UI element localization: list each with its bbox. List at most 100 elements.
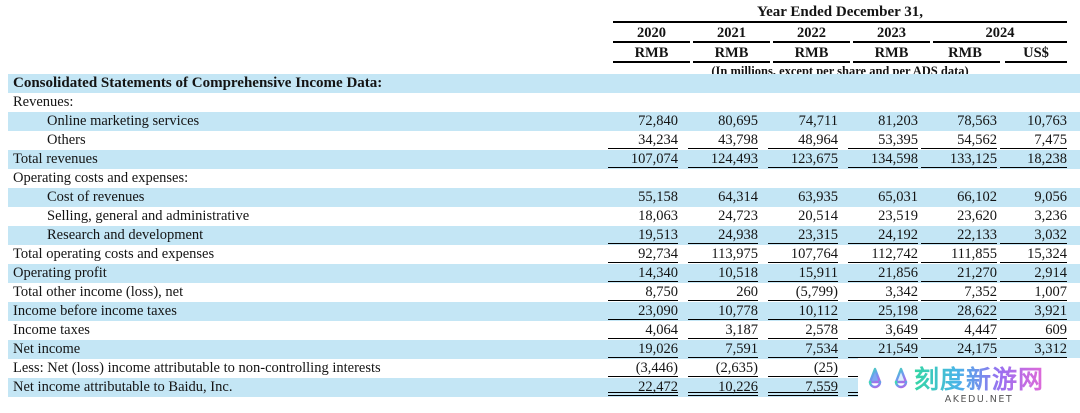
row-label: Less: Net (loss) income attributable to … <box>13 360 381 376</box>
table-cell: 19,513 <box>608 226 678 244</box>
table-cell: 54,562 <box>921 131 997 149</box>
currency-column-header: RMB <box>613 45 690 63</box>
row-label: Total revenues <box>13 151 98 167</box>
table-cell: 7,475 <box>1000 131 1067 149</box>
table-row: Net income 19,026 7,591 7,534 21,549 24,175 3,… <box>0 340 1080 359</box>
table-cell: 107,074 <box>608 150 678 168</box>
table-row: Cost of revenues 55,158 64,314 63,935 65,031… <box>0 188 1080 207</box>
table-cell: 10,778 <box>688 302 758 320</box>
table-row: Total other income (loss), net 8,750 260 (5… <box>0 283 1080 302</box>
table-row: Total operating costs and expenses 92,734… <box>0 245 1080 264</box>
table-cell: 18,063 <box>638 208 678 224</box>
table-cell: 1,007 <box>1000 283 1067 301</box>
row-label: Research and development <box>47 227 204 243</box>
table-cell: 10,112 <box>768 302 838 320</box>
table-cell: 14,340 <box>608 264 678 282</box>
table-cell: 25,198 <box>848 302 918 320</box>
table-cell: 3,236 <box>1034 208 1067 224</box>
table-cell: 81,203 <box>878 113 918 129</box>
table-row: Consolidated Statements of Comprehensive… <box>0 74 1080 93</box>
table-cell: 112,742 <box>848 245 918 263</box>
table-cell: 123,675 <box>768 150 838 168</box>
table-cell: 2,914 <box>1000 264 1067 282</box>
table-row: Revenues: <box>0 93 1080 112</box>
table-cell: 260 <box>688 283 758 301</box>
watermark-site-url: AKEDU.NET <box>944 394 1014 406</box>
table-cell: 7,352 <box>921 283 997 301</box>
table-cell: 133,125 <box>921 150 997 168</box>
table-cell: 3,342 <box>848 283 918 301</box>
table-row: Net income attributable to Baidu, Inc. 22… <box>0 378 1080 397</box>
row-label: Operating costs and expenses: <box>13 170 189 186</box>
year-column-header: 2021 <box>693 25 770 43</box>
table-cell: 19,026 <box>608 340 678 358</box>
table-cell: 21,856 <box>848 264 918 282</box>
table-row: Total revenues 107,074 124,493 123,675 134,5… <box>0 150 1080 169</box>
row-label: Operating profit <box>13 265 107 281</box>
table-cell: 22,472 <box>608 378 678 396</box>
table-cell: 24,175 <box>921 340 997 358</box>
table-cell: (3,446) <box>608 359 678 377</box>
table-cell: 21,549 <box>848 340 918 358</box>
table-row: Income before income taxes 23,090 10,778 10… <box>0 302 1080 321</box>
table-row: Online marketing services 72,840 80,695 74,… <box>0 112 1080 131</box>
row-label: Online marketing services <box>47 113 200 129</box>
table-row: Selling, general and administrative 18,06… <box>0 207 1080 226</box>
table-cell: 609 <box>1000 321 1067 339</box>
table-row: Others 34,234 43,798 48,964 53,395 54,562 7,47… <box>0 131 1080 150</box>
table-cell: 10,518 <box>688 264 758 282</box>
table-cell: 3,187 <box>688 321 758 339</box>
year-column-header: 2022 <box>773 25 850 43</box>
table-cell: 10,226 <box>688 378 758 396</box>
currency-column-header: RMB <box>773 45 850 63</box>
table-cell: 7,534 <box>768 340 838 358</box>
table-cell: 15,324 <box>1000 245 1067 263</box>
table-cell: 66,102 <box>957 189 997 205</box>
table-row: Operating profit 14,340 10,518 15,911 21,856… <box>0 264 1080 283</box>
table-cell: 53,395 <box>848 131 918 149</box>
table-cell: 4,447 <box>921 321 997 339</box>
table-cell: 3,921 <box>1000 302 1067 320</box>
table-cell: (25) <box>768 359 838 377</box>
currency-column-header: RMB <box>693 45 770 63</box>
table-cell: 134,598 <box>848 150 918 168</box>
year-column-header: 2023 <box>853 25 930 43</box>
table-cell: 8,750 <box>608 283 678 301</box>
row-label: Net income attributable to Baidu, Inc. <box>13 379 233 395</box>
table-cell: 3,032 <box>1000 226 1067 244</box>
table-cell: 111,855 <box>921 245 997 263</box>
row-label: Income before income taxes <box>13 303 177 319</box>
table-cell: (2,635) <box>688 359 758 377</box>
table-cell: 48,964 <box>768 131 838 149</box>
row-label: Cost of revenues <box>47 189 145 205</box>
table-cell: 24,938 <box>688 226 758 244</box>
year-column-header: 2020 <box>613 25 690 43</box>
table-cell: 2,578 <box>768 321 838 339</box>
watermark-site-name: 刻度新游网 <box>914 364 1045 394</box>
table-row: Operating costs and expenses: <box>0 169 1080 188</box>
table-cell: 43,798 <box>688 131 758 149</box>
table-cell: 7,559 <box>768 378 838 396</box>
table-cell: 3,312 <box>1000 340 1067 358</box>
table-cell: 72,840 <box>638 113 678 129</box>
table-cell: 124,493 <box>688 150 758 168</box>
table-cell: 3,649 <box>848 321 918 339</box>
row-label: Net income <box>13 341 81 357</box>
table-row: Income taxes 4,064 3,187 2,578 3,649 4,447 609 <box>0 321 1080 340</box>
table-row: Research and development 19,513 24,938 23,3… <box>0 226 1080 245</box>
table-cell: 24,723 <box>718 208 758 224</box>
table-cell: (5,799) <box>768 283 838 301</box>
table-cell: 65,031 <box>878 189 918 205</box>
row-label: Total other income (loss), net <box>13 284 184 300</box>
row-label: Revenues: <box>13 94 74 110</box>
table-cell: 18,238 <box>1000 150 1067 168</box>
year-column-header: 2024 <box>933 25 1067 43</box>
table-cell: 74,711 <box>798 113 838 129</box>
table-cell: 22,133 <box>921 226 997 244</box>
row-label: Income taxes <box>13 322 90 338</box>
table-cell: 23,519 <box>878 208 918 224</box>
table-cell: 4,064 <box>608 321 678 339</box>
table-cell: 7,591 <box>688 340 758 358</box>
row-label: Others <box>47 132 86 148</box>
